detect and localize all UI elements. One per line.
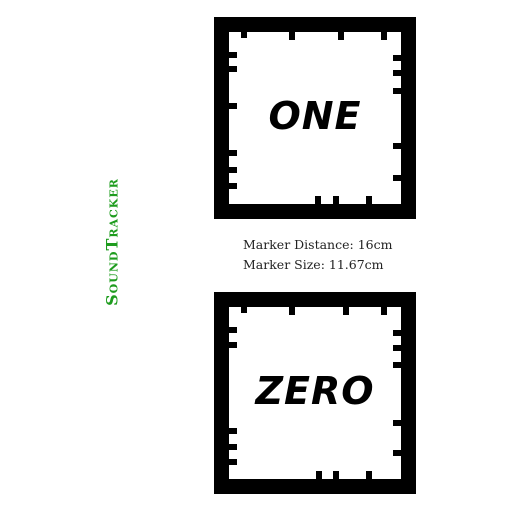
- marker-distance-text: Marker Distance: 16cm: [243, 237, 393, 252]
- marker-size-text: Marker Size: 11.67cm: [243, 257, 384, 272]
- marker-zero-label: ZERO: [255, 369, 375, 413]
- marker-one-label: ONE: [268, 94, 362, 138]
